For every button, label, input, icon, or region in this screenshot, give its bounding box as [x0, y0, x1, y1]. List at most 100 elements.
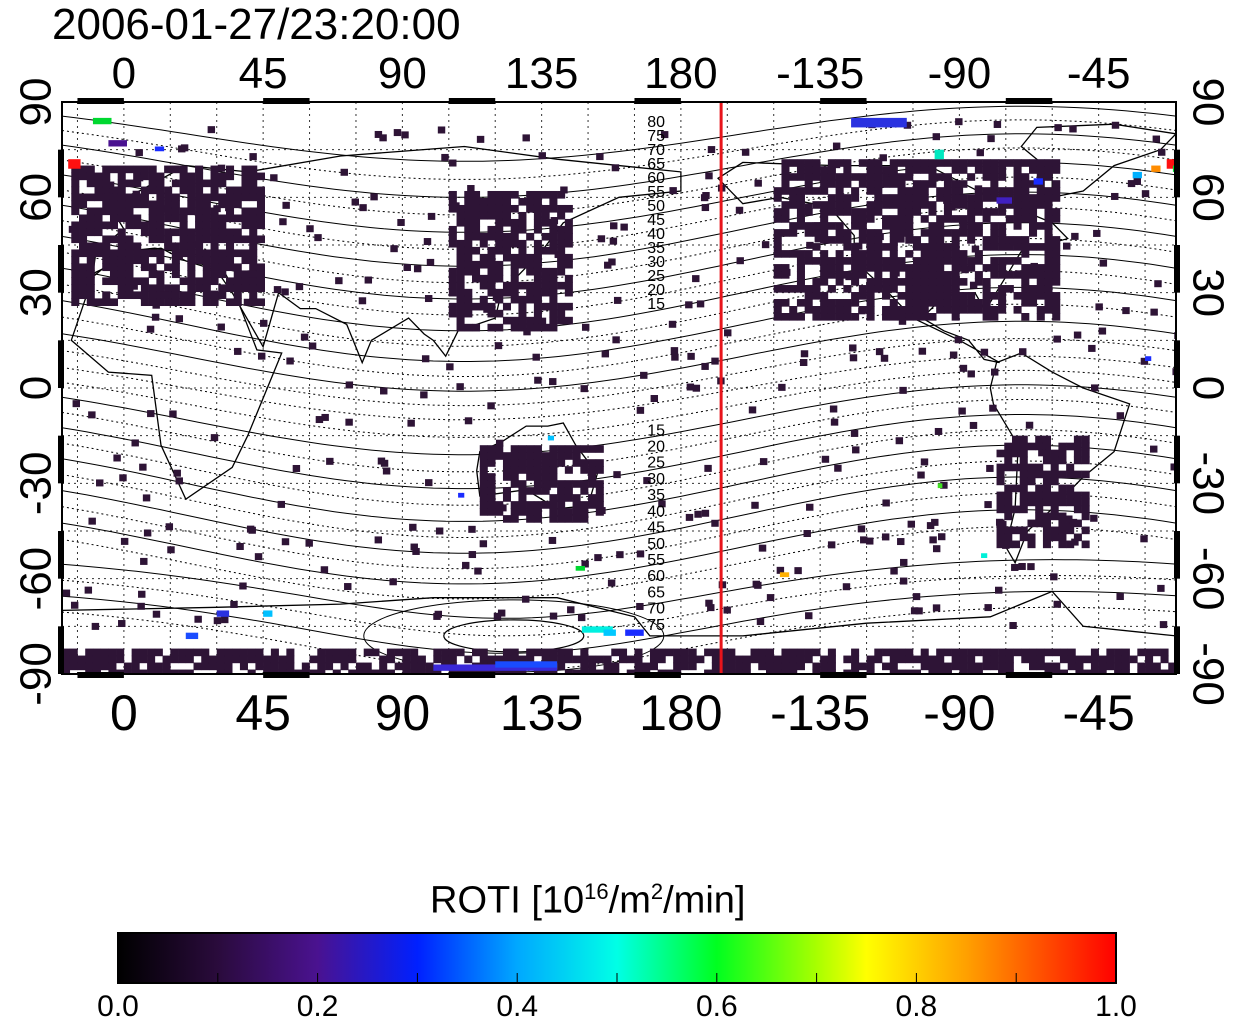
roti-cell: [479, 508, 488, 516]
roti-cell: [680, 648, 689, 657]
roti-cell: [420, 391, 428, 399]
roti-cell: [974, 166, 983, 174]
roti-cell: [1035, 435, 1044, 444]
roti-cell: [1011, 442, 1021, 451]
roti-cell: [936, 173, 945, 181]
roti-cell: [157, 205, 165, 213]
roti-cell: [549, 494, 558, 502]
roti-cell: [526, 323, 535, 332]
colorbar-tick-label: 0.4: [496, 990, 539, 1023]
roti-cell: [1042, 512, 1051, 521]
roti-cell: [1019, 484, 1028, 493]
roti-cell: [851, 208, 860, 216]
lat-tick-label-right: -60: [1184, 547, 1233, 611]
roti-cell: [142, 494, 151, 502]
roti-cell: [912, 655, 922, 664]
roti-cell: [102, 298, 111, 307]
roti-cell: [464, 246, 473, 255]
roti-cell: [781, 662, 790, 671]
roti-cell: [286, 357, 294, 365]
roti-cell: [1021, 187, 1030, 195]
roti-cell: [233, 298, 242, 307]
roti-cell: [164, 228, 173, 237]
roti-cell: [232, 655, 241, 664]
roti-cell: [1013, 222, 1022, 230]
roti-cell: [931, 518, 939, 526]
roti-cell: [359, 204, 367, 212]
roti-cell: [758, 648, 767, 657]
roti-cell: [789, 173, 798, 181]
roti-cell: [974, 299, 983, 307]
roti-cell: [580, 662, 589, 671]
frame-mark: [1005, 98, 1053, 104]
roti-cell: [889, 278, 898, 286]
lat-tick-label-left: 0: [12, 376, 61, 400]
roti-cell: [167, 546, 175, 554]
roti-cell: [479, 232, 488, 241]
roti-cell: [557, 655, 566, 664]
lon-tick-label-top: 45: [239, 49, 288, 98]
roti-cell: [510, 239, 519, 248]
roti-cell: [781, 166, 790, 174]
roti-cell: [104, 192, 113, 200]
contour-label: 75: [647, 617, 665, 634]
roti-cell: [510, 260, 519, 269]
roti-cell: [407, 419, 415, 427]
roti-cell: [1013, 648, 1022, 657]
roti-cell: [495, 232, 504, 241]
roti-cell: [1035, 512, 1044, 521]
roti-cell: [116, 669, 125, 674]
roti-cell: [224, 648, 233, 657]
roti-cell: [820, 229, 829, 237]
roti-cell: [133, 214, 142, 223]
roti-cell: [210, 172, 219, 181]
roti-cell: [928, 159, 937, 167]
roti-cell: [889, 236, 898, 244]
roti-cell: [806, 241, 814, 249]
roti-cell: [479, 274, 488, 283]
roti-cell: [1036, 655, 1045, 664]
roti-cell: [1075, 669, 1084, 674]
roti-cell: [989, 404, 997, 412]
roti-cell: [959, 364, 968, 372]
roti-cell: [69, 655, 78, 664]
roti-cell: [866, 292, 875, 300]
roti-cell: [232, 648, 241, 657]
roti-cell: [912, 669, 922, 674]
roti-cell: [226, 298, 235, 307]
roti-cell: [999, 521, 1007, 529]
contour-label: 80: [647, 114, 665, 131]
roti-cell: [998, 222, 1007, 230]
roti-cell: [502, 459, 512, 467]
roti-cell: [71, 270, 80, 279]
roti-cell: [912, 187, 922, 195]
roti-cell: [140, 249, 149, 258]
roti-cell: [1140, 535, 1148, 543]
roti-cell: [1044, 243, 1053, 251]
roti-cell: [805, 612, 813, 620]
roti-cell: [170, 669, 179, 674]
roti-cell: [495, 225, 504, 234]
roti-cell: [226, 242, 235, 251]
roti-cell: [1005, 201, 1014, 209]
roti-cell: [216, 669, 225, 674]
roti-cell: [594, 554, 602, 562]
roti-cell: [495, 452, 504, 460]
roti-cell: [799, 359, 808, 367]
roti-cell: [479, 253, 488, 262]
roti-cell: [487, 260, 496, 269]
roti-cell: [858, 271, 867, 279]
roti-cell: [943, 208, 952, 216]
roti-cell: [820, 187, 829, 195]
roti-cell: [959, 166, 968, 174]
roti-cell: [526, 190, 535, 199]
roti-cell: [464, 260, 473, 269]
roti-cell: [1058, 533, 1067, 542]
roti-cell: [1152, 648, 1161, 657]
roti-cell: [156, 228, 165, 237]
roti-cell: [125, 235, 134, 244]
roti-cell: [851, 250, 860, 258]
roti-cell: [179, 249, 188, 258]
roti-cell: [533, 302, 542, 311]
roti-cell: [1027, 563, 1035, 571]
